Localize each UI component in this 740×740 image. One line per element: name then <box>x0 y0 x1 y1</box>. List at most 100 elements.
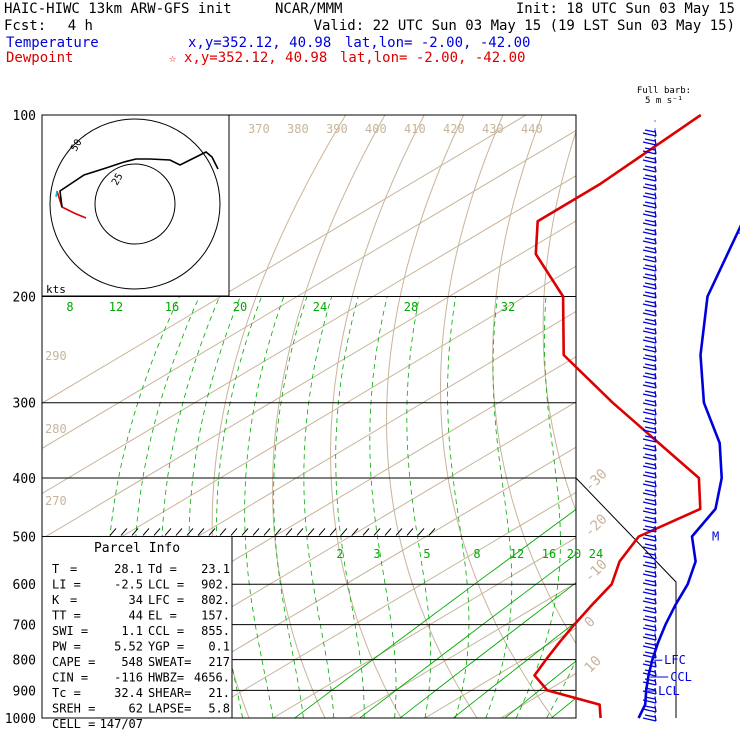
hodograph-ring-label: 25 <box>110 172 126 188</box>
freezing-hash <box>318 528 326 536</box>
mixing-ratio-label: 16 <box>165 300 179 314</box>
wind-barb-flag <box>642 456 657 461</box>
wind-barb-staff <box>654 381 657 389</box>
wind-barb-flag <box>644 237 656 241</box>
wind-barb-staff <box>654 417 657 425</box>
wind-barb-flag <box>644 615 656 619</box>
wind-barb-flag <box>642 627 657 632</box>
freezing-hash <box>296 528 304 536</box>
wind-barb-flag <box>644 246 656 250</box>
wind-barb-staff <box>654 273 657 281</box>
pressure-tick-label: 500 <box>13 530 36 545</box>
marker-label: LFC <box>664 653 686 667</box>
wind-barb-flag <box>644 552 656 556</box>
freezing-hash <box>384 528 392 536</box>
parcel-value: 902. <box>201 578 230 592</box>
wind-barb-flag <box>644 219 656 223</box>
wind-barb-flag <box>644 525 656 529</box>
parcel-key: PW = <box>52 640 81 654</box>
wind-barb-staff <box>654 642 657 650</box>
dry-adiabat <box>685 115 740 718</box>
isotherm-label: -30 <box>582 466 611 495</box>
wind-barb-flag <box>644 345 656 349</box>
hodograph-ring <box>49 118 221 290</box>
wind-barb-flag <box>642 645 657 650</box>
wind-barb-staff <box>654 300 657 308</box>
wind-barb-staff <box>654 660 657 668</box>
mixing-ratio-label: 24 <box>589 547 603 561</box>
dewpoint-legend: Dewpoint <box>6 50 73 66</box>
wind-barb-flag <box>642 636 657 641</box>
parcel-key: K <box>52 593 60 607</box>
wind-barb-flag <box>644 687 656 691</box>
parcel-value: 32.4 <box>114 686 143 700</box>
dry-adiabat <box>439 115 554 718</box>
wind-barb-flag <box>642 357 657 362</box>
dry-adiabat <box>542 130 576 513</box>
chart-series: ELMLFCCCLLCL <box>533 113 740 719</box>
dewpoint-xy: x,y=352.12, 40.98 <box>184 50 327 66</box>
temperature-xy: x,y=352.12, 40.98 <box>188 35 331 51</box>
wind-barb-flag <box>642 420 657 425</box>
wind-barb-staff <box>654 237 657 245</box>
freezing-hash <box>417 528 425 536</box>
parcel-value: 23.1 <box>201 562 230 576</box>
wind-barb-flag <box>642 213 657 218</box>
hodograph-ring-label: 50 <box>69 138 85 154</box>
mixing-ratio-label: 8 <box>473 547 480 561</box>
parcel-box-bg <box>41 535 233 719</box>
wind-barb-flag <box>642 303 657 308</box>
moist-adiabat <box>369 296 397 718</box>
wind-barb-staff <box>654 651 657 659</box>
wind-barb-flag <box>644 390 656 394</box>
pressure-tick-label: 100 <box>13 109 36 124</box>
wind-barb-flag <box>642 159 657 164</box>
theta-label: 380 <box>287 122 309 136</box>
wind-barb-flag <box>644 381 656 385</box>
wind-barb-flag <box>642 474 657 479</box>
freezing-hash <box>263 528 271 536</box>
wind-barb-flag <box>644 372 656 376</box>
wind-barb-flag <box>644 417 656 421</box>
parcel-eq: = <box>70 562 77 576</box>
wind-barb-flag <box>644 291 656 295</box>
wind-barb-staff <box>654 498 657 506</box>
wind-barb-flag <box>642 384 657 389</box>
isotherm-label: 10 <box>582 653 605 676</box>
theta-label: 370 <box>248 122 270 136</box>
dry-adiabat <box>592 115 740 718</box>
wind-barb-flag <box>644 426 656 430</box>
wind-barb-staff <box>654 507 657 515</box>
pressure-tick-label: 800 <box>13 654 36 669</box>
parcel-value: 5.8 <box>208 702 230 716</box>
wind-barb-flag <box>644 336 656 340</box>
wind-barb-staff <box>654 354 657 362</box>
freezing-hash <box>153 528 161 536</box>
freezing-hash <box>285 528 293 536</box>
parcel-key: YGP = <box>148 640 184 654</box>
freezing-hash <box>208 528 216 536</box>
isotherm-line <box>653 115 740 718</box>
isotherm-line <box>42 129 576 449</box>
freezing-hash <box>164 528 172 536</box>
parcel-key: LAPSE= <box>148 702 191 716</box>
dry-adiabat <box>492 115 576 645</box>
star-icon: ☆ <box>169 51 176 65</box>
moist-adiabat <box>244 296 285 718</box>
wind-barb-flag <box>644 543 656 547</box>
freezing-hash <box>362 528 370 536</box>
wind-barb-flag <box>642 375 657 380</box>
wind-barb-staff <box>654 363 657 371</box>
temperature-legend: Temperature <box>6 35 99 51</box>
wind-barb-flag <box>644 282 656 286</box>
parcel-key: CAPE = <box>52 655 95 669</box>
barb-header-2: 5 m s⁻¹ <box>645 96 683 106</box>
wind-barb-flag <box>642 312 657 317</box>
marker-label: CCL <box>670 670 692 684</box>
mixing-ratio-line <box>504 660 576 718</box>
parcel-key: EL = <box>148 609 177 623</box>
wind-barb-staff <box>654 435 657 443</box>
hodograph-trace-mid <box>59 151 219 208</box>
wind-barb-staff <box>654 570 657 578</box>
freezing-hash <box>197 528 205 536</box>
